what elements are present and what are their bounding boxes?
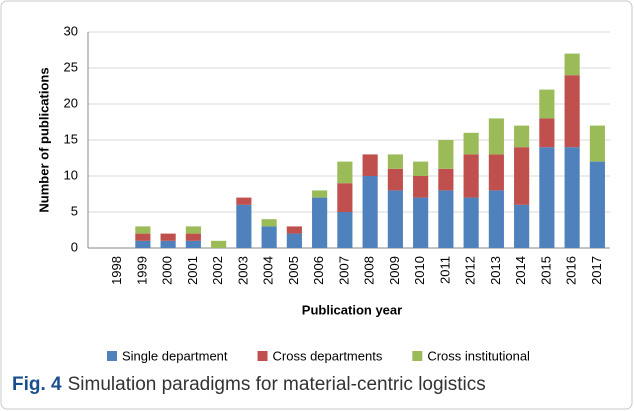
bar-segment [387, 190, 403, 248]
bar-segment [488, 118, 504, 155]
bar-segment [438, 168, 454, 191]
bar-segment [387, 168, 403, 191]
bar-segment [337, 212, 353, 248]
bar-segment [488, 154, 504, 191]
bar-segment [589, 125, 605, 162]
bar-segment [185, 226, 201, 234]
bar-segment [160, 233, 176, 241]
y-tick-label: 15 [64, 131, 78, 146]
bar-segment [413, 176, 429, 198]
legend-label: Single department [122, 348, 228, 363]
bar-segment [413, 197, 429, 248]
bar-segment [539, 147, 555, 248]
bar-segment [185, 240, 201, 248]
bar-segment [135, 226, 151, 234]
bar-segment [337, 161, 353, 184]
x-tick-label: 2000 [160, 256, 175, 285]
legend-label: Cross institutional [427, 348, 530, 363]
y-tick-label: 5 [71, 203, 78, 218]
bar-segment [488, 190, 504, 248]
legend-swatch [107, 351, 117, 361]
bar-segment [564, 53, 580, 76]
bar-segment [438, 140, 454, 169]
x-tick-label: 2002 [210, 256, 225, 285]
x-tick-label: 2004 [261, 256, 276, 285]
bar-segment [312, 197, 328, 248]
bar-segment [286, 226, 302, 234]
caption: Fig. 4 Simulation paradigms for material-… [12, 374, 486, 395]
x-tick-label: 2007 [336, 256, 351, 285]
bar-segment [236, 197, 252, 205]
x-tick-label: 2008 [362, 256, 377, 285]
y-axis-title: Number of publications [36, 67, 51, 212]
x-tick-label: 2016 [564, 256, 579, 285]
caption-label: Fig. 4 [12, 374, 62, 395]
bar-segment [438, 190, 454, 248]
bar-segment [564, 75, 580, 148]
x-axis-title: Publication year [302, 302, 402, 317]
legend-swatch [412, 351, 423, 361]
legend-swatch [257, 351, 268, 361]
x-tick-label: 2009 [387, 256, 402, 285]
y-tick-label: 20 [64, 95, 78, 110]
bar-segment [463, 132, 479, 155]
bar-segment [286, 233, 302, 248]
bar-segment [337, 183, 353, 212]
x-tick-label: 2017 [589, 256, 604, 285]
bar-segment [236, 204, 252, 248]
bar-segment [185, 233, 201, 241]
x-tick-label: 2010 [412, 256, 427, 285]
bar-segment [362, 176, 378, 248]
bar-segment [261, 219, 277, 227]
x-tick-label: 2012 [463, 256, 478, 285]
bar-segment [160, 240, 176, 248]
x-tick-label: 2014 [513, 256, 528, 285]
x-tick-label: 2005 [286, 256, 301, 285]
bar-segment [589, 161, 605, 248]
x-tick-label: 2013 [488, 256, 503, 285]
x-tick-label: 1999 [134, 256, 149, 285]
y-tick-label: 0 [71, 239, 78, 254]
bar-segment [261, 226, 277, 248]
x-tick-label: 2011 [437, 256, 452, 284]
y-tick-label: 25 [64, 59, 78, 74]
bar-segment [135, 233, 151, 241]
bar-segment [413, 161, 429, 176]
y-tick-label: 30 [64, 23, 78, 38]
x-tick-label: 2001 [185, 256, 200, 285]
bar-segment [514, 204, 530, 248]
x-tick-label: 2015 [538, 256, 553, 285]
bar-segment [463, 197, 479, 248]
bar-segment [514, 125, 530, 148]
bar-segment [312, 190, 328, 198]
bar-segment [539, 118, 555, 148]
bar-segment [514, 147, 530, 205]
bar-segment [211, 240, 227, 248]
legend-label: Cross departments [273, 348, 383, 363]
caption-text: Simulation paradigms for material-centri… [68, 374, 486, 395]
bar-segment [362, 154, 378, 176]
bar-segment [463, 154, 479, 198]
x-tick-label: 2003 [235, 256, 250, 285]
bar-segment [387, 154, 403, 169]
bar-segment [135, 240, 151, 248]
bar-segment [539, 89, 555, 119]
bar-segment [564, 147, 580, 248]
y-tick-label: 10 [64, 167, 78, 182]
x-tick-label: 2006 [311, 256, 326, 285]
x-tick-label: 1998 [109, 256, 124, 285]
